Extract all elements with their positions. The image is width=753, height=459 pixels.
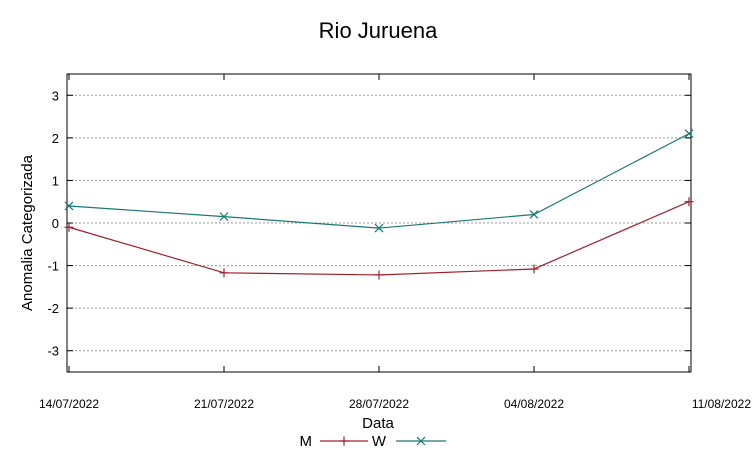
data-point-m: [684, 197, 694, 207]
x-tick-label: 21/07/2022: [194, 397, 254, 411]
y-axis-label: Anomalia Categorizada: [19, 154, 36, 311]
data-point-w: [529, 210, 539, 219]
data-point-m: [374, 270, 384, 280]
data-point-m: [529, 264, 539, 274]
y-tick-label: 3: [52, 88, 59, 103]
legend-marker-w: [416, 436, 426, 446]
y-axis-ticks: -3 -2 -1 0 1 2 3: [47, 88, 691, 359]
y-tick-label: 0: [52, 216, 59, 231]
x-tick-label: 04/08/2022: [504, 397, 564, 411]
x-tick-label: 28/07/2022: [349, 397, 409, 411]
legend-marker-m: [339, 436, 349, 446]
y-tick-label: 1: [52, 173, 59, 188]
legend-label-m: M: [300, 433, 313, 450]
grid-lines: [67, 94, 691, 352]
data-point-m: [64, 222, 74, 232]
y-tick-label: -1: [47, 259, 59, 274]
x-tick-label: 11/08/2022: [692, 397, 751, 411]
chart-title: Rio Juruena: [319, 18, 438, 43]
legend: M W: [300, 433, 446, 450]
x-axis-label: Data: [362, 415, 394, 432]
x-axis-ticks: 14/07/2022 21/07/2022 28/07/2022 04/08/2022…: [39, 74, 751, 411]
y-tick-label: -3: [47, 344, 59, 359]
data-point-w: [219, 212, 229, 222]
data-series: [64, 129, 694, 280]
data-point-w: [684, 129, 694, 139]
data-point-m: [219, 268, 229, 278]
y-tick-label: 2: [52, 131, 59, 146]
data-point-w: [374, 223, 384, 233]
x-tick-label: 14/07/2022: [39, 397, 99, 411]
y-tick-label: -2: [47, 301, 59, 316]
legend-label-w: W: [372, 433, 387, 450]
data-point-w: [64, 201, 74, 211]
